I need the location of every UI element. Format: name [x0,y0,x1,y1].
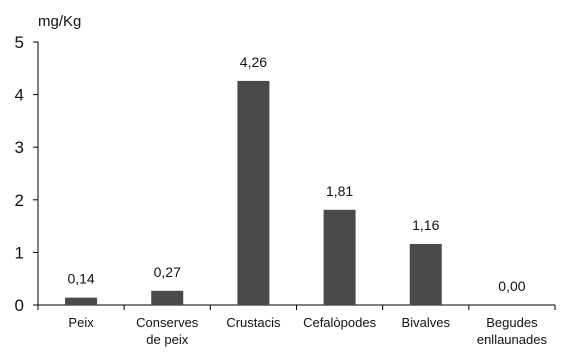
y-tick-label: 0 [15,296,24,315]
x-tick-label: enllaunades [477,332,548,347]
y-tick-label: 5 [15,33,24,52]
y-tick-label: 4 [15,86,24,105]
bar [409,243,442,305]
y-tick-label: 3 [15,138,24,157]
data-label: 1,16 [412,217,439,233]
bar [237,80,270,305]
y-tick-label: 1 [15,243,24,262]
x-tick-label: Cefalòpodes [303,315,376,330]
bar [323,209,356,305]
bar [65,297,98,305]
plot-area: 0 1 2 3 4 5 0,14 Peix 0,27 Conserves de peix 4,26 Cr… [15,33,556,347]
y-tick-label: 2 [15,191,24,210]
x-tick-label: Peix [68,315,94,330]
x-tick-label: Bivalves [402,315,451,330]
y-axis-unit-label: mg/Kg [38,13,81,30]
data-label: 0,27 [154,264,181,280]
x-tick-label: Conserves [136,315,199,330]
data-label: 0,00 [498,278,525,294]
bar [151,290,184,305]
x-tick-label: Begudes [486,315,538,330]
data-label: 0,14 [67,271,94,287]
x-tick-label: Crustacis [226,315,281,330]
data-label: 4,26 [240,54,267,70]
x-tick-label: de peix [146,332,188,347]
data-label: 1,81 [326,183,353,199]
